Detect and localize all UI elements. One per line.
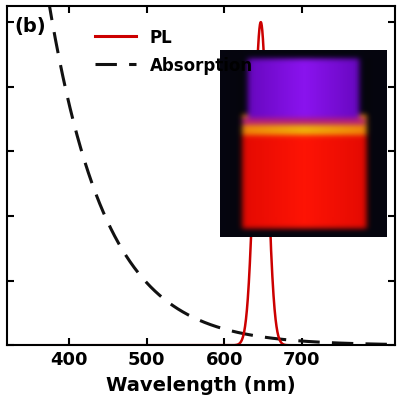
PL	[392, 343, 397, 348]
Text: (b): (b)	[15, 17, 46, 36]
Line: PL: PL	[7, 23, 394, 345]
PL	[4, 343, 9, 348]
X-axis label: Wavelength (nm): Wavelength (nm)	[106, 375, 295, 394]
Line: Absorption: Absorption	[7, 0, 394, 344]
PL	[384, 343, 389, 348]
Absorption	[49, 14, 53, 19]
PL	[342, 343, 347, 348]
PL	[49, 343, 53, 348]
PL	[153, 343, 158, 348]
Absorption	[72, 123, 77, 128]
Absorption	[342, 341, 347, 346]
Absorption	[392, 342, 397, 347]
Absorption	[170, 303, 174, 308]
Absorption	[153, 290, 158, 294]
PL	[258, 20, 263, 25]
Absorption	[384, 342, 389, 347]
Legend: PL, Absorption: PL, Absorption	[88, 22, 259, 81]
PL	[72, 343, 77, 348]
PL	[170, 343, 174, 348]
